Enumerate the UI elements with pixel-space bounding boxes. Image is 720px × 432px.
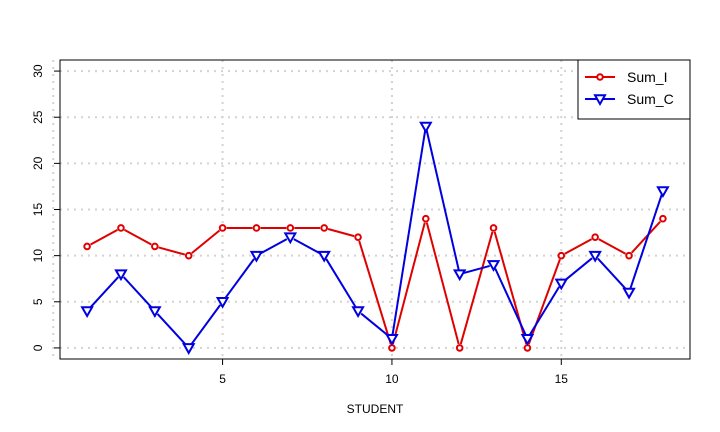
legend-item: Sum_C xyxy=(585,91,674,107)
series-line-segment xyxy=(89,276,120,309)
series-line-segment xyxy=(122,276,153,309)
series-line-segment xyxy=(564,238,593,255)
legend-marker xyxy=(593,94,607,107)
series-line-segment xyxy=(90,228,118,246)
data-point xyxy=(317,250,331,263)
series-line-segment xyxy=(358,240,392,345)
legend-box xyxy=(577,59,691,120)
data-point xyxy=(520,333,535,346)
series-Sum_C xyxy=(80,121,670,355)
series-line-segment xyxy=(391,222,426,345)
data-point xyxy=(83,242,91,251)
y-tick-label: 20 xyxy=(31,156,45,170)
series-line-segment xyxy=(527,259,561,345)
series-line-segment xyxy=(459,231,494,345)
series-line-segment xyxy=(158,246,186,256)
series-Sum_I xyxy=(83,214,667,352)
data-point xyxy=(388,344,396,352)
data-point xyxy=(351,306,365,319)
data-point xyxy=(385,333,399,346)
series-line-segment xyxy=(190,304,222,346)
data-point xyxy=(218,224,227,232)
x-tick-label: 10 xyxy=(385,372,399,386)
data-point xyxy=(554,278,569,291)
data-point xyxy=(455,344,464,352)
data-point xyxy=(148,306,162,319)
legend-item: Sum_I xyxy=(585,69,667,85)
series-line-segment xyxy=(327,228,355,238)
data-point xyxy=(320,224,328,232)
series-line-segment xyxy=(325,258,357,309)
data-point xyxy=(215,297,230,309)
data-point xyxy=(625,251,633,260)
x-axis: 5 10 15 xyxy=(219,359,568,386)
data-point xyxy=(591,233,599,241)
series-line-segment xyxy=(630,220,661,254)
data-point xyxy=(249,250,264,263)
series-line-segment xyxy=(563,257,593,282)
series-line-segment xyxy=(391,130,427,335)
data-point xyxy=(486,260,501,272)
legend-label: Sum_C xyxy=(627,91,674,107)
data-point xyxy=(659,214,667,223)
data-point xyxy=(622,287,636,300)
data-point xyxy=(117,224,125,232)
x-tick-label: 5 xyxy=(219,372,226,386)
data-point xyxy=(283,232,298,245)
data-point xyxy=(588,250,602,263)
series-line-segment xyxy=(124,228,152,246)
y-tick-label: 30 xyxy=(31,64,45,78)
series-layer xyxy=(80,121,670,355)
series-line-segment xyxy=(191,229,221,254)
legend-marker xyxy=(596,73,604,81)
series-line-segment xyxy=(425,222,460,345)
legend: Sum_I Sum_C xyxy=(577,59,691,120)
series-line-segment xyxy=(293,238,322,255)
data-point xyxy=(114,269,128,282)
data-point xyxy=(523,344,532,352)
series-line-segment xyxy=(425,130,460,271)
series-line-segment xyxy=(463,264,490,275)
series-line-segment xyxy=(360,312,390,337)
data-point xyxy=(656,186,670,199)
y-tick-label: 25 xyxy=(31,110,45,124)
legend-label: Sum_I xyxy=(627,69,667,85)
x-tick-label: 15 xyxy=(555,372,569,386)
data-point xyxy=(354,233,362,241)
data-point xyxy=(151,242,159,251)
y-axis: 0 5 10 15 20 25 30 xyxy=(31,64,60,351)
data-point xyxy=(286,224,295,232)
series-line-segment xyxy=(597,257,628,291)
series-line-segment xyxy=(259,238,288,255)
series-line-segment xyxy=(629,194,663,290)
y-tick-label: 15 xyxy=(31,203,45,217)
series-line-segment xyxy=(598,238,626,255)
series-line-segment xyxy=(156,313,187,346)
y-tick-label: 5 xyxy=(31,298,45,305)
data-point xyxy=(181,343,196,355)
y-tick-label: 10 xyxy=(31,249,45,263)
data-point xyxy=(557,251,566,260)
series-line-segment xyxy=(528,286,561,336)
series-line-segment xyxy=(224,258,255,300)
data-point xyxy=(252,224,261,232)
data-point xyxy=(489,224,498,232)
data-point xyxy=(184,251,193,260)
x-axis-title: STUDENT xyxy=(347,402,404,416)
data-point xyxy=(80,306,94,319)
data-point xyxy=(419,121,433,134)
data-point xyxy=(452,269,467,282)
y-tick-label: 0 xyxy=(31,344,45,351)
data-point xyxy=(422,214,430,223)
series-line-segment xyxy=(494,268,527,336)
